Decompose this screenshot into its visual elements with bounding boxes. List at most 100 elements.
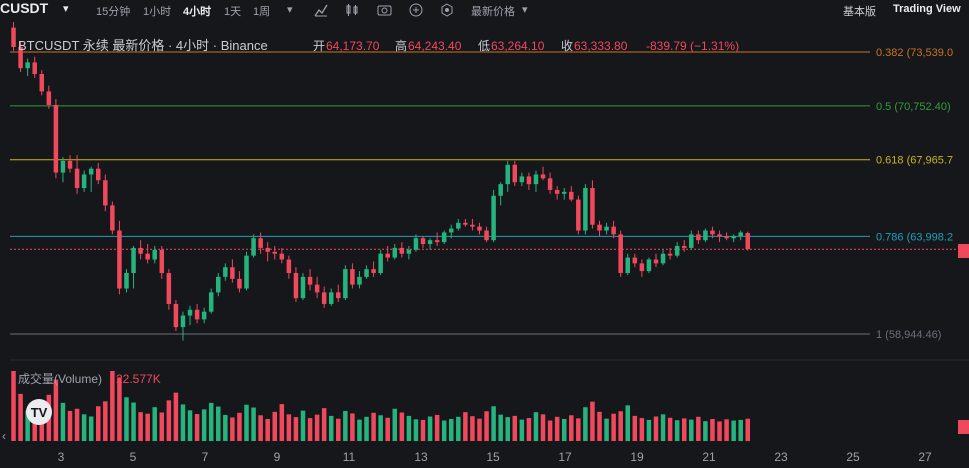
volume-bar xyxy=(216,406,221,441)
price-type-select[interactable]: 最新价格 xyxy=(471,6,515,18)
price-type-chevron-icon[interactable]: ▾ xyxy=(522,4,528,16)
volume-bar xyxy=(590,401,595,441)
candle xyxy=(576,195,581,235)
candle xyxy=(512,160,518,187)
candle xyxy=(533,170,539,192)
legend-open: 64,173.70 xyxy=(326,39,380,53)
candle xyxy=(46,85,52,109)
volume-bar xyxy=(117,377,122,441)
volume-bar xyxy=(166,400,172,441)
fibonacci-levels: 0.382 (73,539.0 0.5 (70,752.40) 0.618 (67,… xyxy=(10,47,953,341)
candle xyxy=(18,41,23,73)
fib-label-4: 1 (58,944.46) xyxy=(876,329,941,341)
candle xyxy=(237,271,242,293)
candle xyxy=(230,259,235,283)
candle xyxy=(328,288,334,306)
candle xyxy=(477,222,482,235)
candle xyxy=(449,224,454,239)
volume-bar xyxy=(378,415,383,441)
candle xyxy=(681,240,687,252)
volume-bar xyxy=(484,411,489,441)
volume-bar xyxy=(547,420,553,441)
volume-bar xyxy=(237,412,242,441)
x-tick-label: 9 xyxy=(274,450,281,464)
candle xyxy=(392,244,398,260)
candle xyxy=(639,259,645,277)
volume-bar xyxy=(477,418,482,441)
volume-legend-value: 22.577K xyxy=(116,372,161,386)
volume-bar xyxy=(554,416,560,441)
interval-1d[interactable]: 1天 xyxy=(224,6,242,18)
volume-bar xyxy=(244,404,249,441)
view-basic-tab[interactable]: 基本版 xyxy=(843,6,876,18)
volume-bar xyxy=(152,407,157,441)
candle xyxy=(223,263,228,281)
volume-bar xyxy=(717,421,722,441)
candle xyxy=(611,220,616,239)
settings-icon[interactable] xyxy=(440,3,454,17)
candle xyxy=(646,257,652,274)
volume-bar xyxy=(689,419,694,441)
volume-bar xyxy=(230,417,235,441)
candle xyxy=(357,271,362,289)
interval-4h[interactable]: 4小时 xyxy=(183,6,212,18)
candle xyxy=(124,269,129,293)
symbol-dropdown-icon[interactable]: ▾ xyxy=(63,3,69,15)
volume-bar xyxy=(159,412,165,441)
volume-bar xyxy=(88,416,94,441)
candle xyxy=(201,307,207,324)
volume-bar xyxy=(223,414,228,441)
candle xyxy=(96,162,101,185)
chart-type-icon[interactable] xyxy=(345,3,359,17)
volume-bar xyxy=(696,416,701,441)
price-chart[interactable]: 0.382 (73,539.0 0.5 (70,752.40) 0.618 (67,… xyxy=(0,22,969,468)
legend-title: BTCUSDT 永续 最新价格 · 4小时 · Binance xyxy=(18,38,268,53)
candle xyxy=(583,184,588,235)
candle xyxy=(724,232,729,241)
volume-bar xyxy=(738,419,743,441)
volume-bar xyxy=(336,418,341,441)
tradingview-logo: TV xyxy=(26,399,52,425)
svg-text:TV: TV xyxy=(31,405,48,420)
candle xyxy=(265,242,270,262)
volume-bar xyxy=(632,415,638,441)
scroll-left-icon[interactable]: ‹ xyxy=(2,429,6,443)
volume-bar xyxy=(208,402,214,441)
volume-bar xyxy=(145,413,150,441)
candle xyxy=(597,220,602,237)
volume-bar xyxy=(420,419,426,441)
candle xyxy=(279,247,285,264)
volume-bar xyxy=(279,404,285,441)
candle xyxy=(180,311,186,341)
candle xyxy=(244,251,249,291)
candle xyxy=(251,234,256,258)
candle xyxy=(484,226,489,243)
volume-bar xyxy=(300,410,306,441)
candle xyxy=(138,240,143,260)
volume-bar xyxy=(463,412,468,441)
interval-15m[interactable]: 15分钟 xyxy=(96,6,131,18)
volume-bar xyxy=(618,411,623,441)
add-icon[interactable] xyxy=(409,3,423,17)
candle xyxy=(39,70,45,96)
symbol-title[interactable]: CUSDT xyxy=(0,0,49,16)
candle xyxy=(434,232,440,246)
volume-bar xyxy=(731,420,736,441)
candle xyxy=(745,231,751,251)
x-tick-label: 21 xyxy=(702,450,716,464)
indicators-icon[interactable] xyxy=(314,3,328,17)
current-volume-axis-tag xyxy=(958,420,969,434)
camera-icon[interactable] xyxy=(377,3,392,17)
interval-1w[interactable]: 1周 xyxy=(253,6,271,18)
view-tradingview-tab[interactable]: Trading View xyxy=(893,3,961,15)
candle xyxy=(74,155,80,194)
volume-bar xyxy=(703,421,708,441)
current-price-axis-tag xyxy=(958,244,969,258)
candle xyxy=(258,232,263,254)
interval-1h[interactable]: 1小时 xyxy=(143,6,172,18)
candle xyxy=(498,182,503,206)
volume-bar xyxy=(526,418,532,441)
volume-bar xyxy=(434,414,440,441)
volume-bar xyxy=(576,418,581,441)
more-intervals-icon[interactable]: ▾ xyxy=(287,4,293,16)
